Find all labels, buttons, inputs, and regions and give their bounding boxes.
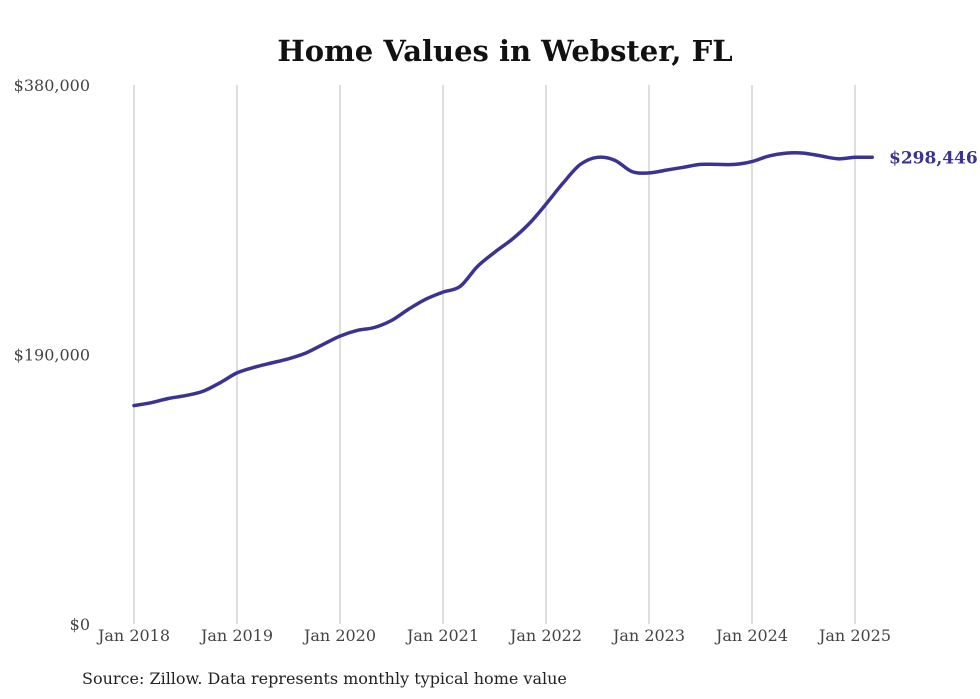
x-tick-label: Jan 2023 [611,626,685,645]
y-tick-label: $380,000 [14,76,90,95]
x-tick-label: Jan 2024 [714,626,788,645]
source-note: Source: Zillow. Data represents monthly … [82,669,567,688]
y-tick-label: $190,000 [14,346,90,365]
x-tick-label: Jan 2019 [199,626,273,645]
x-axis-ticks: Jan 2018 Jan 2019 Jan 2020 Jan 2021 Jan 2022… [96,626,891,645]
x-tick-label: Jan 2022 [508,626,582,645]
x-tick-label: Jan 2018 [96,626,170,645]
x-tick-label: Jan 2025 [817,626,891,645]
y-axis-ticks: $0 $190,000 $380,000 [14,76,90,634]
x-tick-label: Jan 2020 [302,626,376,645]
home-value-line [132,150,874,408]
end-value-label: $298,446 [889,148,978,168]
y-tick-label: $0 [70,615,90,634]
gridlines [133,85,856,624]
x-tick-label: Jan 2021 [405,626,479,645]
chart-title: Home Values in Webster, FL [277,34,732,68]
